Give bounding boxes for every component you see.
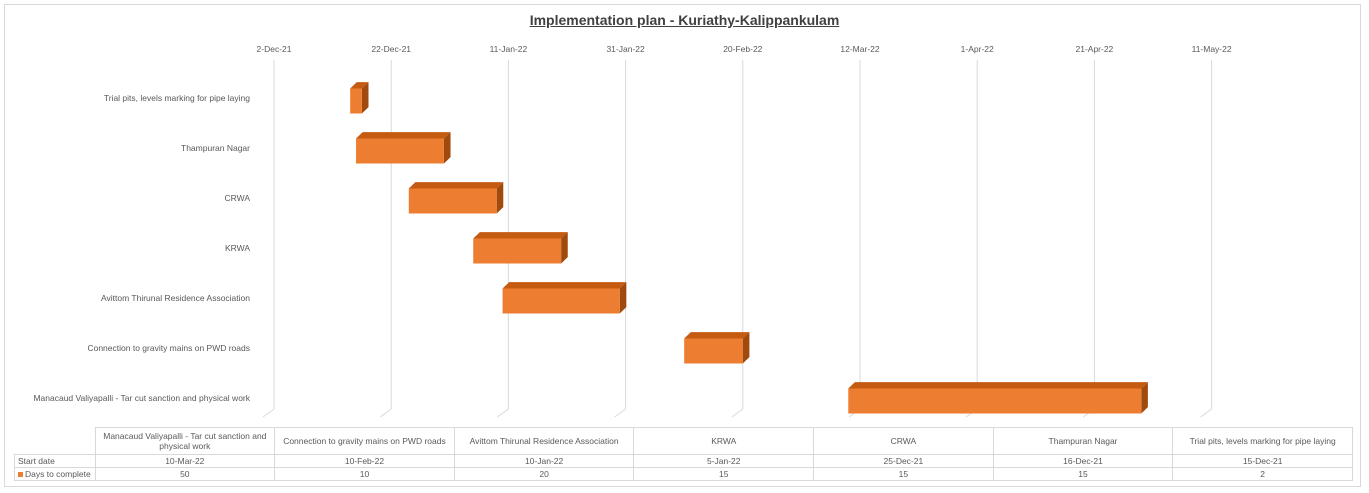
x-tick-label: 21-Apr-22 [1075,44,1113,54]
gantt-bar [502,282,627,314]
gantt-bar-front [502,288,620,314]
gantt-bar-front [350,88,362,114]
data-table: Manacaud Valiyapalli - Tar cut sanction … [14,427,1353,481]
data-table-category-header: Manacaud Valiyapalli - Tar cut sanction … [94,427,276,455]
data-table-days-cell: 15 [633,467,815,481]
gantt-bar-side [561,232,568,264]
x-tick-label: 20-Feb-22 [723,44,762,54]
gantt-bar [350,82,369,114]
data-table-days-cell: 15 [813,467,994,481]
gantt-bar-top [408,182,504,189]
data-table-days-cell: 20 [453,467,635,481]
gantt-bar-front [356,138,444,164]
gantt-bar [408,182,504,214]
data-table-category-header: KRWA [633,427,815,455]
gridline-floor [262,408,275,418]
chart-title: Implementation plan - Kuriathy-Kalippank… [529,12,840,28]
gridline-floor [614,408,626,418]
data-table-days-cell: 2 [1172,467,1353,481]
gantt-bar [356,132,451,164]
gridline-floor [497,408,509,418]
data-table-corner [14,427,96,455]
x-tick-label: 1-Apr-22 [961,44,994,54]
gantt-bar [848,382,1148,414]
y-category-label: Connection to gravity mains on PWD roads [87,343,250,353]
gantt-bar [473,232,568,264]
gridline-floor [379,408,392,418]
data-table-row-days-to-complete: Days to complete 50 10 20 15 15 15 2 [14,467,1353,481]
gantt-bar-side [496,182,504,214]
x-tick-label: 12-Mar-22 [840,44,879,54]
y-category-label: CRWA [224,193,251,203]
data-table-start-date-cell: 15-Dec-21 [1172,454,1353,468]
gantt-bar-top [473,232,568,239]
data-table-days-cell: 50 [94,467,276,481]
x-tick-label: 31-Jan-22 [606,44,645,54]
y-category-label: Thampuran Nagar [181,143,250,153]
chart-frame [4,4,1361,487]
data-table-start-date-cell: 25-Dec-21 [813,454,994,468]
gridline-floor [1200,408,1212,418]
gantt-bar-top [684,332,750,339]
gridline-floor [731,408,744,418]
gantt-bar-front [848,388,1142,414]
data-table-category-header: Trial pits, levels marking for pipe layi… [1172,427,1353,455]
gantt-bar-side [619,282,627,314]
gantt-bar [684,332,750,364]
legend-key-days-to-complete [18,472,23,478]
data-table-days-cell: 10 [274,467,455,481]
x-tick-label: 2-Dec-21 [257,44,292,54]
gantt-bar-side [443,132,451,164]
data-table-category-header: Connection to gravity mains on PWD roads [274,427,455,455]
gantt-bar-top [502,282,627,289]
y-category-label: Avittom Thirunal Residence Association [101,293,250,303]
data-table-start-date-cell: 10-Feb-22 [274,454,455,468]
legend-label-days-to-complete: Days to complete [25,469,91,479]
data-table-start-date-cell: 10-Mar-22 [94,454,276,468]
series-label-days-to-complete: Days to complete [14,467,96,481]
data-table-start-date-cell: 5-Jan-22 [633,454,815,468]
y-category-label: Trial pits, levels marking for pipe layi… [103,93,250,103]
gantt-bar-front [684,338,743,364]
series-label-start-date: Start date [14,454,96,468]
data-table-days-cell: 15 [992,467,1174,481]
x-tick-label: 22-Dec-21 [371,44,411,54]
data-table-header-row: Manacaud Valiyapalli - Tar cut sanction … [14,427,1353,455]
data-table-start-date-cell: 16-Dec-21 [992,454,1174,468]
gantt-bar-side [742,332,750,364]
data-table-category-header: Avittom Thirunal Residence Association [453,427,635,455]
data-table-start-date-cell: 10-Jan-22 [453,454,635,468]
data-table-category-header: Thampuran Nagar [992,427,1174,455]
y-category-label: Manacaud Valiyapalli - Tar cut sanction … [33,393,250,403]
gantt-bar-front [473,238,562,264]
data-table-category-header: CRWA [813,427,994,455]
y-category-label: KRWA [224,243,250,253]
gantt-bar-top [848,382,1148,389]
x-tick-label: 11-Jan-22 [490,44,528,54]
data-table-row-start-date: Start date 10-Mar-22 10-Feb-22 10-Jan-22 5-… [14,454,1353,468]
x-tick-label: 11-May-22 [1192,44,1232,54]
gantt-bar-top [356,132,451,139]
gantt-bar-side [361,82,369,114]
gantt-bar-side [1141,382,1148,414]
gantt-bar-top [350,82,369,89]
gantt-bar-front [408,188,497,214]
